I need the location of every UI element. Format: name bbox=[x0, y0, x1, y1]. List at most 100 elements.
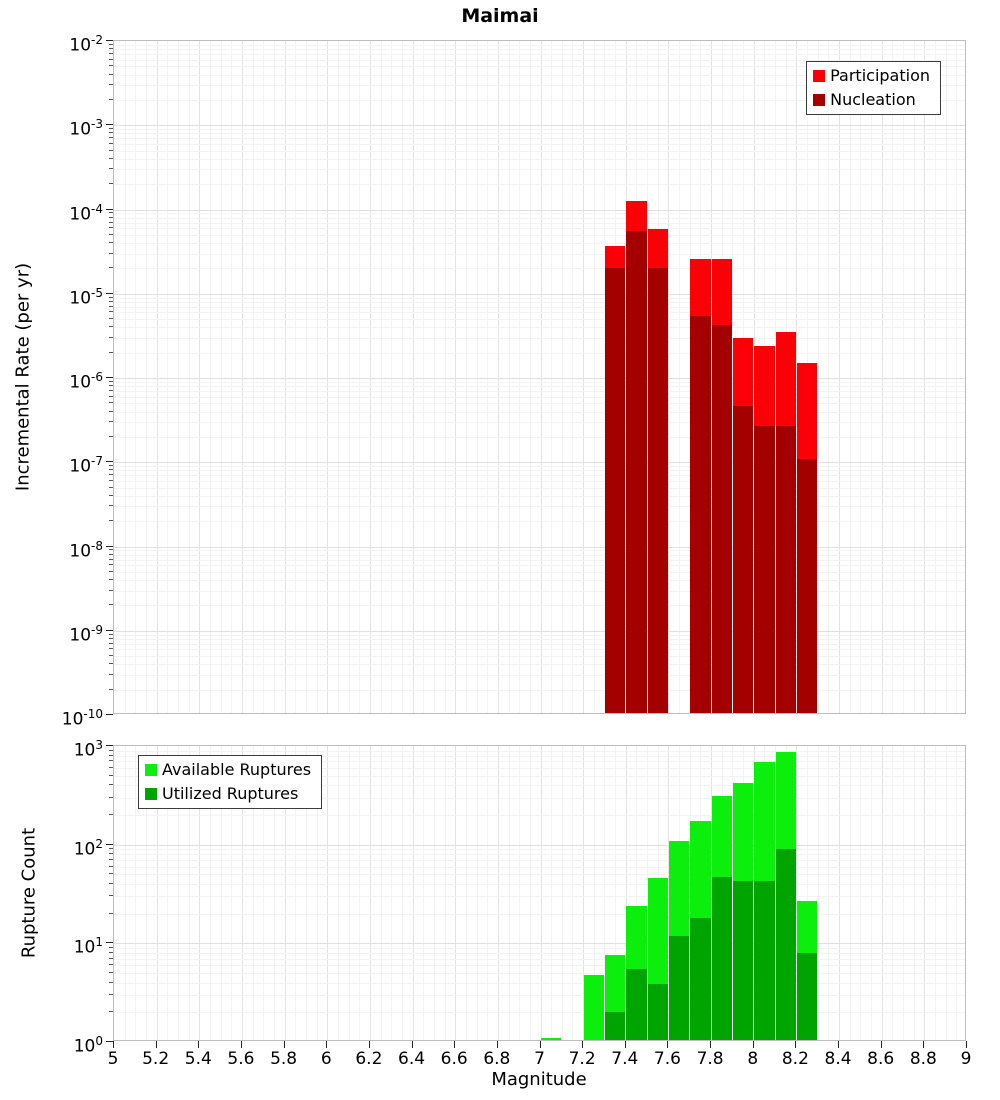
gridline bbox=[359, 41, 361, 713]
utilized-ruptures-bar bbox=[711, 877, 732, 1040]
y-tick-label: 10-7 bbox=[69, 454, 103, 477]
y-minor-tick-mark bbox=[109, 221, 113, 223]
gridline bbox=[145, 41, 147, 713]
gridline bbox=[114, 99, 965, 101]
gridline bbox=[114, 952, 965, 954]
y-minor-tick-mark bbox=[109, 469, 113, 471]
y-tick-label: 10-5 bbox=[69, 285, 103, 309]
gridline bbox=[508, 41, 510, 713]
x-axis-label: Magnitude bbox=[491, 1069, 587, 1090]
x-tick-label: 7 bbox=[534, 1049, 545, 1069]
gridline bbox=[401, 41, 403, 713]
gridline bbox=[305, 41, 307, 713]
y-tick-label: 100 bbox=[73, 1034, 103, 1057]
x-tick-label: 7.2 bbox=[568, 1049, 596, 1069]
gridline bbox=[593, 746, 595, 1040]
gridline bbox=[114, 133, 965, 135]
y-tick-label: 10-10 bbox=[61, 707, 103, 730]
gridline bbox=[114, 649, 965, 651]
gridline bbox=[423, 746, 425, 1040]
gridline bbox=[913, 41, 915, 713]
y-minor-tick-mark bbox=[109, 128, 113, 130]
x-tick-mark bbox=[539, 1041, 541, 1048]
gridline bbox=[114, 814, 965, 816]
gridline bbox=[231, 746, 233, 1040]
gridline bbox=[871, 41, 873, 713]
gridline bbox=[114, 158, 965, 160]
gridline bbox=[327, 746, 329, 1040]
nucleation-bar bbox=[711, 325, 732, 713]
gridline bbox=[956, 746, 958, 1040]
y-tick-label: 10-9 bbox=[69, 622, 103, 646]
y-minor-tick-mark bbox=[109, 505, 113, 507]
gridline bbox=[220, 41, 222, 713]
y-minor-tick-mark bbox=[109, 53, 113, 55]
y-tick-label: 101 bbox=[73, 935, 103, 958]
participation-legend-swatch bbox=[813, 70, 826, 82]
nucleation-bar bbox=[626, 230, 647, 713]
gridline bbox=[529, 41, 531, 713]
gridline bbox=[561, 41, 563, 713]
gridline bbox=[114, 436, 965, 438]
y-minor-tick-mark bbox=[109, 633, 113, 635]
x-tick-label: 7.4 bbox=[611, 1049, 639, 1069]
gridline bbox=[615, 746, 617, 1040]
y-tick-label: 10-8 bbox=[69, 538, 103, 562]
x-tick-mark bbox=[368, 1041, 370, 1048]
x-tick-label: 8.6 bbox=[867, 1049, 895, 1069]
gridline bbox=[114, 209, 965, 211]
nucleation-bar bbox=[775, 425, 796, 713]
y-minor-tick-mark bbox=[109, 183, 113, 185]
utilized-ruptures-bar bbox=[732, 880, 754, 1040]
gridline bbox=[295, 41, 297, 713]
legend-item: Nucleation bbox=[813, 91, 930, 109]
y-minor-tick-mark bbox=[109, 300, 113, 302]
y-minor-tick-mark bbox=[109, 749, 113, 751]
x-tick-label: 6.2 bbox=[355, 1049, 383, 1069]
utilized-ruptures-legend-swatch bbox=[145, 788, 157, 800]
y-tick-mark bbox=[106, 40, 113, 41]
gridline bbox=[114, 643, 965, 645]
gridline bbox=[114, 222, 965, 224]
gridline bbox=[903, 746, 905, 1040]
x-tick-mark bbox=[240, 1041, 242, 1048]
y-minor-tick-mark bbox=[109, 395, 113, 397]
gridline bbox=[924, 746, 926, 1040]
gridline bbox=[444, 41, 446, 713]
gridline bbox=[263, 41, 265, 713]
x-tick-mark bbox=[283, 1041, 285, 1048]
gridline bbox=[114, 49, 965, 51]
gridline bbox=[487, 41, 489, 713]
y-minor-tick-mark bbox=[109, 149, 113, 151]
y-minor-tick-mark bbox=[109, 813, 113, 815]
gridline bbox=[114, 217, 965, 219]
gridline bbox=[497, 746, 499, 1040]
gridline bbox=[114, 797, 965, 799]
x-tick-label: 8 bbox=[747, 1049, 759, 1069]
gridline bbox=[114, 859, 965, 861]
x-tick-mark bbox=[113, 1041, 114, 1048]
y-tick-label: 10-2 bbox=[69, 33, 103, 56]
gridline bbox=[177, 746, 179, 1040]
gridline bbox=[945, 41, 947, 713]
y-minor-tick-mark bbox=[109, 474, 113, 476]
gridline bbox=[114, 169, 965, 171]
y-minor-tick-mark bbox=[109, 858, 113, 860]
gridline bbox=[369, 746, 371, 1040]
nucleation-bar bbox=[754, 425, 775, 713]
gridline bbox=[114, 565, 965, 567]
gridline bbox=[114, 571, 965, 573]
gridline bbox=[903, 41, 905, 713]
y-minor-tick-mark bbox=[109, 688, 113, 690]
gridline bbox=[572, 41, 574, 713]
y-minor-tick-mark bbox=[109, 157, 113, 159]
gridline bbox=[860, 41, 862, 713]
y-minor-tick-mark bbox=[109, 642, 113, 644]
gridline bbox=[849, 746, 851, 1040]
utilized-ruptures-bar bbox=[604, 1012, 626, 1040]
y-minor-tick-mark bbox=[109, 494, 113, 496]
gridline bbox=[114, 378, 965, 379]
x-tick-label: 8.8 bbox=[909, 1049, 937, 1069]
gridline bbox=[114, 689, 965, 691]
gridline bbox=[455, 746, 457, 1040]
